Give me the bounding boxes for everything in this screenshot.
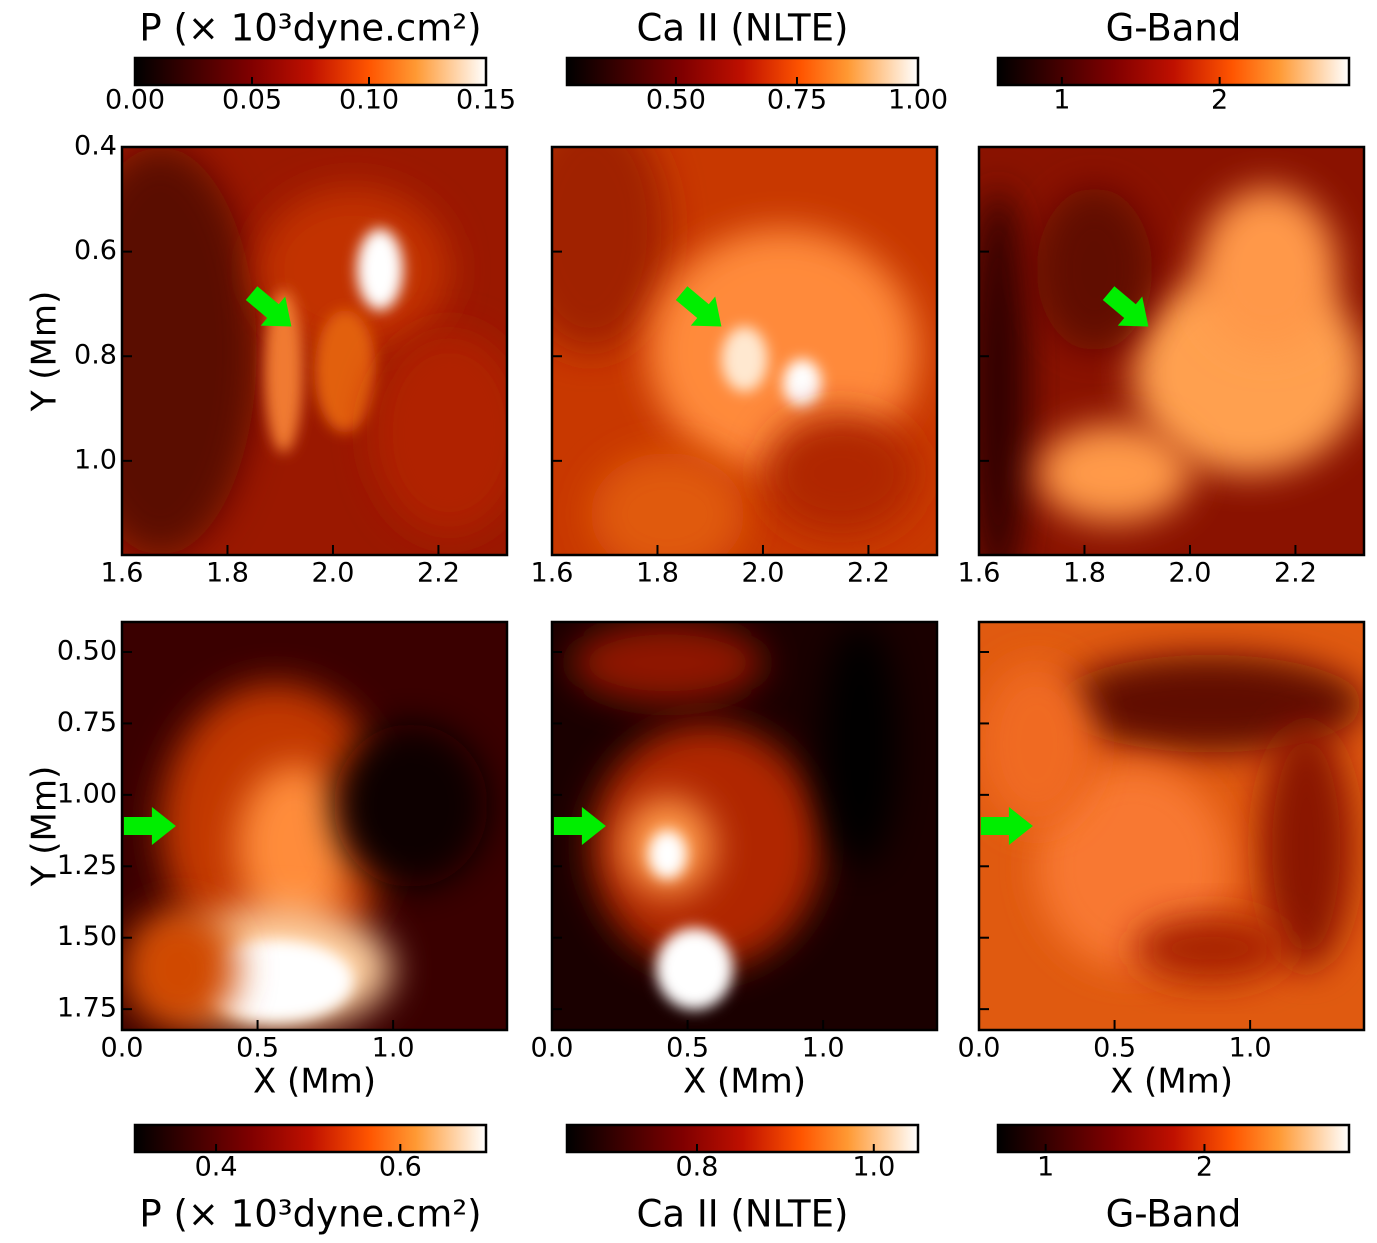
y-axis-label: Y (Mm): [25, 766, 65, 888]
image-feature: [571, 622, 764, 704]
x-tick-label: 0.5: [666, 1033, 709, 1064]
image-feature: [979, 663, 1095, 826]
image-feature: [967, 188, 1029, 596]
colorbar-tick-label: 2: [1196, 1152, 1213, 1183]
y-tick-label: 1.00: [57, 778, 117, 809]
x-tick-label: 0.5: [236, 1033, 279, 1064]
heatmap-image: [122, 622, 507, 1030]
colorbar-tick-label: 1.00: [888, 85, 948, 116]
y-tick-label: 1.50: [57, 921, 117, 952]
heatmap-panel: 1.6 1.8 2.0 2.2 0.4 0.6 0.8 1.0 Y (Mm) 0.00 0.05 0.…: [25, 7, 527, 589]
x-tick-label: 1.6: [531, 558, 574, 589]
x-tick-label: 1.8: [636, 558, 679, 589]
colorbar-tick-label: 0.00: [105, 85, 165, 116]
x-tick-label: 1.8: [206, 558, 249, 589]
image-feature: [783, 359, 822, 408]
x-tick-label: 0.0: [101, 1033, 144, 1064]
colorbar-tick-label: 1: [1053, 85, 1070, 116]
y-tick-label: 1.75: [57, 993, 117, 1024]
x-tick-label: 1.0: [1229, 1033, 1272, 1064]
image-feature: [764, 412, 918, 534]
image-feature: [1037, 424, 1191, 522]
y-tick-label: 1.0: [74, 444, 117, 475]
colorbar-tick-label: 0.6: [379, 1152, 422, 1183]
y-tick-label: 0.6: [74, 235, 117, 266]
y-tick-label: 0.8: [74, 340, 117, 371]
colorbar-label: Ca II (NLTE): [637, 1193, 849, 1236]
colorbar-tick-label: 0.05: [222, 85, 282, 116]
colorbar: [567, 1125, 918, 1152]
image-feature: [822, 622, 899, 867]
colorbar-tick-label: 0.4: [195, 1152, 238, 1183]
x-axis-label: X (Mm): [253, 1062, 376, 1102]
x-tick-label: 1.8: [1063, 558, 1106, 589]
heatmap-image: [552, 622, 937, 1030]
x-tick-label: 2.2: [1274, 558, 1317, 589]
x-tick-label: 0.0: [958, 1033, 1001, 1064]
heatmap-panel: 1.6 1.8 2.0 2.2 1 2 G-Band: [958, 7, 1364, 596]
image-feature: [372, 331, 526, 535]
heatmap-image: [967, 147, 1364, 596]
x-axis-label: X (Mm): [683, 1062, 806, 1102]
heatmap-panel: 1.6 1.8 2.0 2.2 0.50 0.75 1.00 Ca II (NLTE): [514, 7, 949, 589]
y-tick-label: 0.50: [57, 636, 117, 667]
colorbar: [998, 58, 1349, 85]
image-feature: [334, 724, 488, 887]
colorbar-tick-label: 0.10: [339, 85, 399, 116]
y-axis-label: Y (Mm): [25, 291, 65, 413]
colorbar-tick-label: 0.75: [767, 85, 827, 116]
image-feature: [656, 928, 733, 1010]
y-tick-label: 0.75: [57, 707, 117, 738]
figure: 1.6 1.8 2.0 2.2 0.4 0.6 0.8 1.0 Y (Mm) 0.00 0.05 0.…: [0, 0, 1377, 1243]
x-axis-label: X (Mm): [1110, 1062, 1233, 1102]
colorbar-tick-label: 0.8: [675, 1152, 718, 1183]
x-tick-label: 2.2: [417, 558, 460, 589]
y-tick-label: 0.4: [74, 131, 117, 162]
image-feature: [315, 310, 377, 432]
colorbar-tick-label: 0.15: [456, 85, 516, 116]
image-feature: [1198, 188, 1337, 351]
colorbar: [567, 58, 918, 85]
x-tick-label: 2.0: [741, 558, 784, 589]
colorbar-tick-label: 1: [1037, 1152, 1054, 1183]
x-tick-label: 0.5: [1093, 1033, 1136, 1064]
colorbar-tick-label: 1.0: [852, 1152, 895, 1183]
x-tick-label: 1.6: [958, 558, 1001, 589]
heatmap-image: [979, 622, 1364, 1030]
image-feature: [514, 106, 668, 351]
heatmap-panel: 0.0 0.5 1.0 0.50 0.75 1.00 1.25 1.50 1.75 Y (Mm) X…: [25, 622, 508, 1236]
colorbar-tick-label: 0.50: [646, 85, 706, 116]
y-tick-label: 1.25: [57, 850, 117, 881]
image-feature: [721, 327, 767, 392]
colorbar-label: Ca II (NLTE): [637, 7, 849, 50]
image-feature: [1037, 188, 1153, 351]
colorbar: [135, 58, 486, 85]
image-feature: [1133, 916, 1287, 981]
x-tick-label: 2.0: [1168, 558, 1211, 589]
colorbar-tick-label: 2: [1211, 85, 1228, 116]
colorbar-label: P (× 10³dyne.cm²): [139, 7, 481, 50]
x-tick-label: 1.6: [101, 558, 144, 589]
colorbar-label: G-Band: [1106, 7, 1242, 50]
colorbar: [135, 1125, 486, 1152]
colorbar-label: G-Band: [1106, 1193, 1242, 1236]
heatmap-panel: 0.0 0.5 1.0X (Mm) 1 2 G-Band: [958, 622, 1364, 1236]
image-feature: [122, 908, 238, 1030]
x-tick-label: 2.0: [311, 558, 354, 589]
image-feature: [357, 229, 403, 311]
x-tick-label: 1.0: [372, 1033, 415, 1064]
image-feature: [648, 830, 687, 879]
x-tick-label: 1.0: [802, 1033, 845, 1064]
heatmap-image: [514, 106, 938, 575]
x-tick-label: 0.0: [531, 1033, 574, 1064]
heatmap-image: [64, 147, 526, 555]
x-tick-label: 2.2: [847, 558, 890, 589]
colorbar-label: P (× 10³dyne.cm²): [139, 1193, 481, 1236]
colorbar: [998, 1125, 1349, 1152]
